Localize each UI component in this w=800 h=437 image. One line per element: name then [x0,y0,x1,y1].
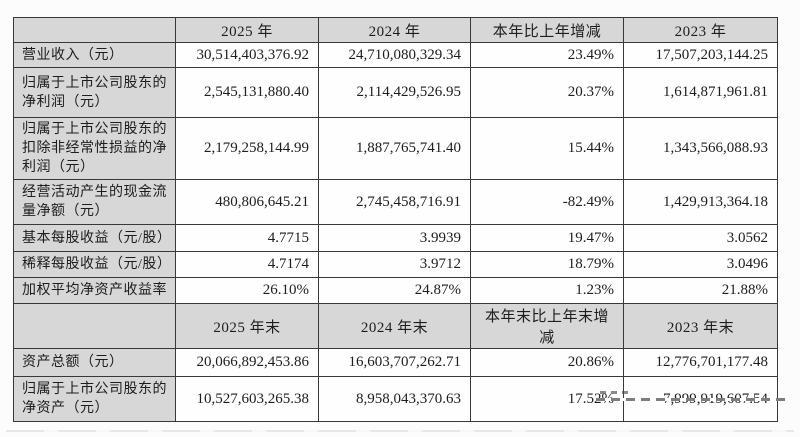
value-cell: 17,507,203,144.25 [623,42,778,68]
value-cell: 24.87% [318,277,471,304]
row-label-cell: 加权平均净资产收益率 [13,277,176,304]
bottom-edge-artifact [6,430,794,432]
value-cell: 2,179,258,144.99 [175,117,319,180]
row-label-cell: 基本每股收益（元/股） [13,224,176,252]
table-data-row: 加权平均净资产收益率 26.10% 24.87% 1.23% 21.88% [13,277,778,304]
column-header-cell: 本年比上年增减 [470,17,624,43]
table-data-row: 基本每股收益（元/股） 4.7715 3.9939 19.47% 3.0562 [13,224,778,252]
value-cell: 480,806,645.21 [175,179,319,225]
value-cell: 1,343,566,088.93 [623,117,778,180]
table-data-row: 归属于上市公司股东的 扣除非经常性损益的净 利润（元） 2,179,258,144… [13,117,778,180]
row-label-cell: 营业收入（元） [13,42,176,68]
table-header-row: 2025 年末 2024 年末 本年末比上年末增减 2023 年末 [13,303,778,349]
value-cell: 8,958,043,370.63 [318,376,471,422]
value-cell: 26.10% [175,277,319,304]
value-cell: 12,776,701,177.48 [623,348,778,377]
value-cell: 4.7715 [175,224,319,252]
value-cell: 3.9939 [318,224,471,252]
corner-cell [13,303,176,349]
value-cell: 21.88% [623,277,778,304]
column-header-cell: 2024 年末 [318,303,471,349]
table-data-row: 归属于上市公司股东的 净资产（元） 10,527,603,265.38 8,958,… [13,376,778,422]
value-cell: 1,429,913,364.18 [623,179,778,225]
table-data-row: 经营活动产生的现金流 量净额（元） 480,806,645.21 2,745,458… [13,179,778,225]
value-cell: 16,603,707,262.71 [318,348,471,377]
value-cell: 1.23% [470,277,624,304]
value-cell: -82.49% [470,179,624,225]
table-data-row: 稀释每股收益（元/股） 4.7174 3.9712 18.79% 3.0496 [13,251,778,278]
row-label-cell: 经营活动产生的现金流 量净额（元） [13,179,176,225]
table-header-row: 2025 年 2024 年本年比上年增减 2023 年 [13,17,778,43]
value-cell: 20.37% [470,67,624,118]
value-cell: 4.7174 [175,251,319,278]
value-cell: 3.0562 [623,224,778,252]
financial-summary-table: 2025 年 2024 年本年比上年增减 2023 年营业收入（元） 30,514,4… [13,17,778,422]
column-header-cell: 2023 年末 [623,303,778,349]
value-cell: 1,887,765,741.40 [318,117,471,180]
value-cell: 7,999,919,607.54 [623,376,778,422]
row-label-cell: 归属于上市公司股东的 净资产（元） [13,376,176,422]
column-header-cell: 2025 年末 [175,303,319,349]
table-data-row: 资产总额（元） 20,066,892,453.86 16,603,707,262.7… [13,348,778,377]
table-data-row: 归属于上市公司股东的 净利润（元） 2,545,131,880.40 2,114,4… [13,67,778,118]
value-cell: 1,614,871,961.81 [623,67,778,118]
value-cell: 30,514,403,376.92 [175,42,319,68]
value-cell: 23.49% [470,42,624,68]
value-cell: 17.52% [470,376,624,422]
financial-table-body: 2025 年 2024 年本年比上年增减 2023 年营业收入（元） 30,514,4… [13,17,778,422]
value-cell: 20.86% [470,348,624,377]
value-cell: 24,710,080,329.34 [318,42,471,68]
value-cell: 15.44% [470,117,624,180]
value-cell: 18.79% [470,251,624,278]
column-header-cell: 本年末比上年末增减 [470,303,624,349]
row-label-cell: 归属于上市公司股东的 扣除非经常性损益的净 利润（元） [13,117,176,180]
row-label-cell: 归属于上市公司股东的 净利润（元） [13,67,176,118]
value-cell: 2,114,429,526.95 [318,67,471,118]
corner-cell [13,17,176,43]
value-cell: 2,545,131,880.40 [175,67,319,118]
column-header-cell: 2023 年 [623,17,778,43]
value-cell: 10,527,603,265.38 [175,376,319,422]
table-data-row: 营业收入（元） 30,514,403,376.92 24,710,080,329.3… [13,42,778,68]
value-cell: 2,745,458,716.91 [318,179,471,225]
value-cell: 19.47% [470,224,624,252]
column-header-cell: 2025 年 [175,17,319,43]
row-label-cell: 稀释每股收益（元/股） [13,251,176,278]
value-cell: 20,066,892,453.86 [175,348,319,377]
value-cell: 3.9712 [318,251,471,278]
value-cell: 3.0496 [623,251,778,278]
column-header-cell: 2024 年 [318,17,471,43]
row-label-cell: 资产总额（元） [13,348,176,377]
